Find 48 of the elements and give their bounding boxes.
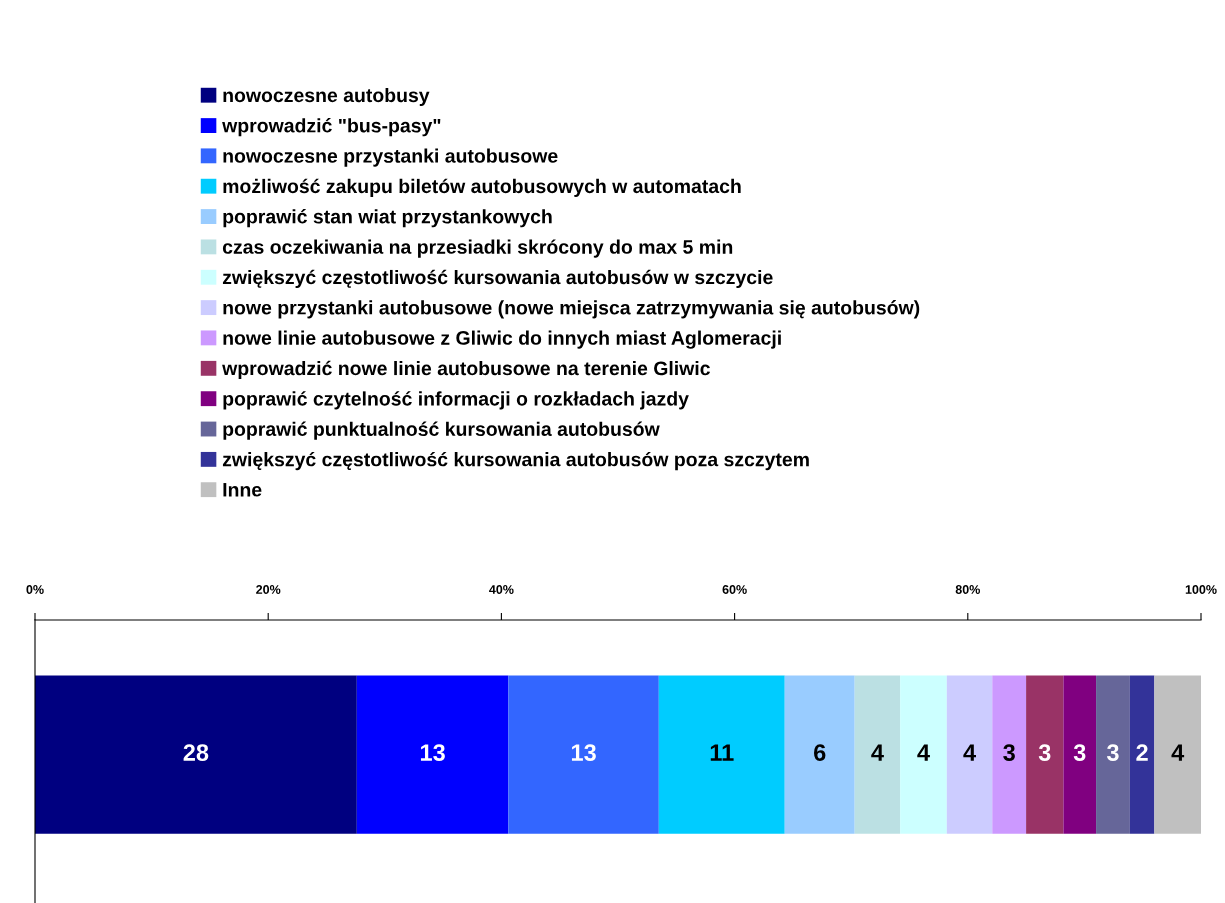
bar — [356, 675, 509, 834]
bar — [1026, 675, 1064, 834]
data-label: 3 — [1003, 744, 1015, 761]
legend-label: zwiększyć częstotliwość kursowania autobusów w szczycie — [222, 269, 773, 289]
data-label: 4 — [871, 744, 884, 761]
legend-label: poprawić czytelność informacji o rozkładach jazdy — [223, 391, 689, 410]
data-label: 4 — [917, 744, 930, 761]
data-label: 11 — [710, 744, 734, 761]
legend-label: wprowadzić "bus-pasy" — [222, 118, 441, 137]
bar — [784, 675, 855, 834]
data-label: 13 — [420, 744, 445, 761]
bar — [992, 675, 1027, 834]
data-label: 28 — [183, 744, 209, 761]
x-tick-label: 80% — [955, 585, 980, 594]
data-label: 3 — [1106, 744, 1119, 761]
legend-label: nowe przystanki autobusowe (nowe miejsca zatrzymywania się autobusów) — [223, 300, 920, 319]
legend-label: nowoczesne autobusy — [223, 87, 430, 107]
x-tick-label: 60% — [722, 585, 747, 594]
data-label: 4 — [963, 744, 976, 761]
data-label: 3 — [1073, 744, 1086, 761]
data-label: 6 — [814, 744, 826, 761]
x-tick-label: 0% — [26, 585, 44, 594]
legend-label: nowe linie autobusowe z Gliwic do innych miast Aglomeracji — [223, 330, 781, 349]
bar — [508, 675, 659, 834]
data-label: 3 — [1038, 744, 1051, 761]
bar — [900, 675, 947, 834]
bar — [1154, 675, 1201, 834]
bar — [854, 675, 901, 834]
bar — [946, 675, 993, 834]
x-tick-label: 20% — [256, 585, 281, 594]
x-tick-label: 40% — [489, 585, 514, 594]
legend-label: poprawić stan wiat przystankowych — [223, 209, 552, 228]
legend-label: Inne — [223, 483, 262, 497]
bar — [658, 675, 785, 834]
legend-label: zwiększyć częstotliwość kursowania autobusów poza szczytem — [222, 451, 809, 471]
bar — [1129, 675, 1155, 834]
legend-label: czas oczekiwania na przesiadki skrócony do max 5 min — [222, 239, 733, 258]
data-label: 4 — [1171, 744, 1185, 761]
x-tick-label: 100% — [1185, 585, 1217, 594]
legend-label: nowoczesne przystanki autobusowe — [223, 148, 558, 167]
bar — [1096, 675, 1130, 834]
bar — [1063, 675, 1097, 834]
legend-label: poprawić punktualność kursowania autobusów — [223, 421, 660, 440]
data-label: 13 — [571, 744, 596, 761]
data-label: 2 — [1136, 744, 1148, 761]
legend-label: wprowadzić nowe linie autobusowe na terenie Gliwic — [222, 360, 710, 380]
legend-label: możliwość zakupu biletów autobusowych w automatach — [223, 178, 741, 197]
bar — [35, 675, 357, 834]
